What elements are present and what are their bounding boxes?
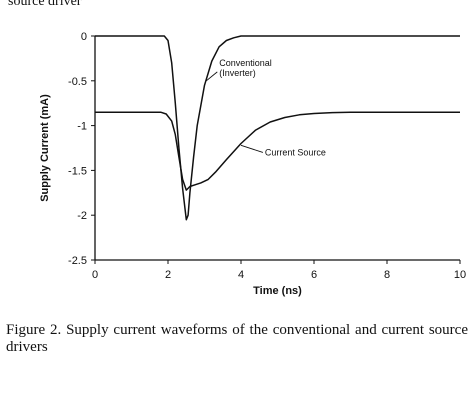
- y-tick-label: 0: [81, 31, 87, 43]
- y-tick-label: -2: [77, 210, 87, 222]
- annotation-leader-line: [240, 144, 264, 153]
- top-text-fragment: source driver: [8, 0, 82, 9]
- x-tick-label: 0: [92, 269, 98, 281]
- chart: 0 -0.5 -1 -1.5 -2 -2.5 0 2 4 6 8 10 Time (ns) Supply …: [39, 31, 466, 297]
- x-tick-label: 10: [454, 269, 466, 281]
- annotation-line: (Inverter): [219, 68, 256, 78]
- series-line-conventional: [95, 35, 460, 221]
- y-tick-label: -0.5: [68, 76, 87, 88]
- annotation-current-source: Current Source: [265, 147, 326, 157]
- annotation-leader-line: [206, 71, 218, 82]
- x-axis-title: Time (ns): [253, 285, 302, 297]
- x-tick-label: 8: [384, 269, 390, 281]
- x-tick-label: 4: [238, 269, 244, 281]
- x-tick-label: 2: [165, 269, 171, 281]
- figure-caption: Figure 2. Supply current waveforms of th…: [6, 322, 468, 355]
- annotation-conventional: Conventional (Inverter): [219, 58, 272, 78]
- annotation-line: Current Source: [265, 147, 326, 157]
- y-tick-label: -1.5: [68, 165, 87, 177]
- series-line-current-source: [95, 111, 460, 191]
- y-tick-label: -2.5: [68, 255, 87, 267]
- y-axis-title: Supply Current (mA): [39, 94, 51, 202]
- y-tick-label: -1: [77, 121, 87, 133]
- annotation-line: Conventional: [219, 58, 272, 68]
- x-tick-label: 6: [311, 269, 317, 281]
